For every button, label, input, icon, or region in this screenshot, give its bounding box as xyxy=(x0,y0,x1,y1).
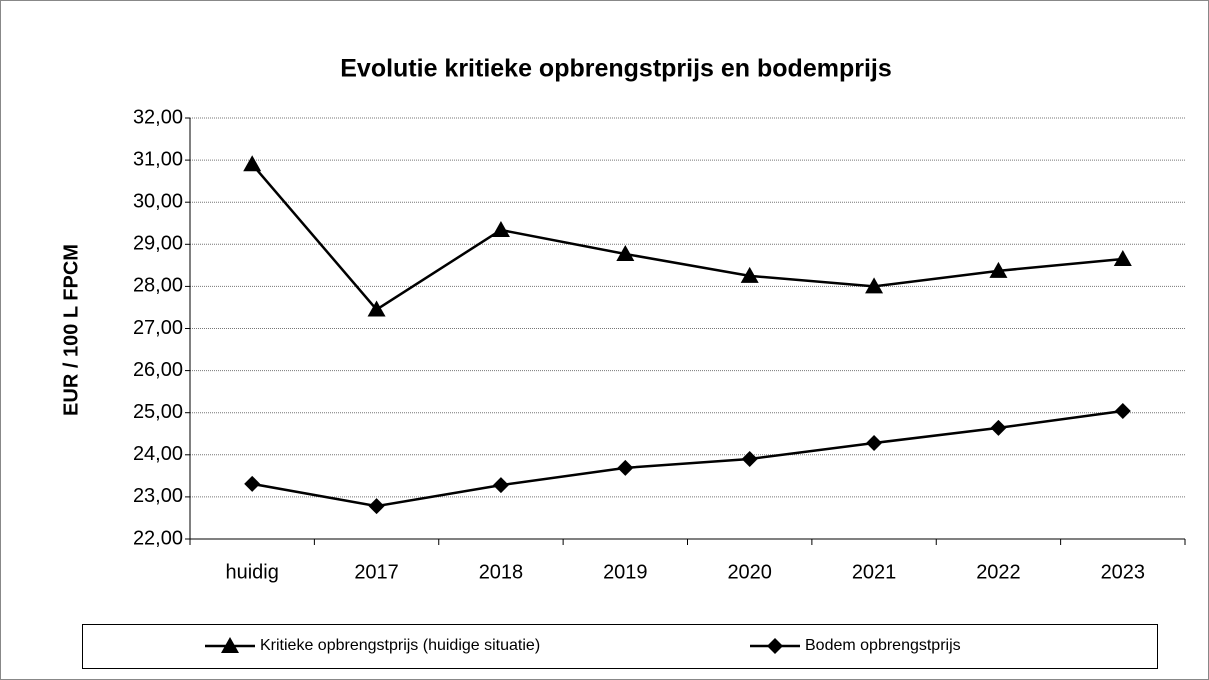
data-point xyxy=(989,261,1008,278)
x-tick-label: 2019 xyxy=(603,561,648,583)
data-point xyxy=(491,220,510,237)
data-point xyxy=(1114,403,1131,420)
data-point xyxy=(740,266,759,283)
x-tick-label: 2018 xyxy=(479,561,524,583)
y-tick-label: 24,00 xyxy=(133,443,183,465)
y-tick-label: 28,00 xyxy=(133,275,183,297)
x-tick-label: 2017 xyxy=(354,561,399,583)
legend-box xyxy=(82,624,1158,669)
data-point xyxy=(616,244,635,261)
data-point xyxy=(492,477,509,494)
chart-title: Evolutie kritieke opbrengstprijs en bode… xyxy=(340,55,892,83)
data-point xyxy=(741,451,758,468)
data-point xyxy=(866,435,883,452)
y-tick-label: 23,00 xyxy=(133,485,183,507)
data-point xyxy=(865,277,884,294)
data-point xyxy=(243,155,262,172)
y-tick-label: 22,00 xyxy=(133,527,183,549)
legend-label: Kritieke opbrengstprijs (huidige situati… xyxy=(260,637,540,654)
x-tick-label: 2021 xyxy=(852,561,897,583)
y-tick-label: 32,00 xyxy=(133,106,183,128)
data-point xyxy=(1113,250,1132,267)
legend-marker xyxy=(767,638,783,654)
x-tick-label: 2020 xyxy=(727,561,772,583)
data-point xyxy=(367,300,386,317)
y-tick-label: 29,00 xyxy=(133,233,183,255)
data-point xyxy=(368,498,385,515)
series-line xyxy=(251,163,1123,312)
series-line xyxy=(251,409,1123,508)
data-point xyxy=(990,419,1007,436)
legend-label: Bodem opbrengstprijs xyxy=(805,637,961,654)
y-axis-label: EUR / 100 L FPCM xyxy=(60,244,82,416)
x-tick-label: 2022 xyxy=(976,561,1021,583)
data-point xyxy=(617,459,634,476)
y-tick-label: 31,00 xyxy=(133,148,183,170)
y-tick-label: 27,00 xyxy=(133,317,183,339)
y-tick-label: 26,00 xyxy=(133,359,183,381)
x-tick-label: 2023 xyxy=(1101,561,1146,583)
legend-marker xyxy=(221,637,239,653)
y-tick-label: 25,00 xyxy=(133,401,183,423)
y-tick-label: 30,00 xyxy=(133,190,183,212)
x-tick-label: huidig xyxy=(225,561,278,583)
data-point xyxy=(244,475,261,492)
